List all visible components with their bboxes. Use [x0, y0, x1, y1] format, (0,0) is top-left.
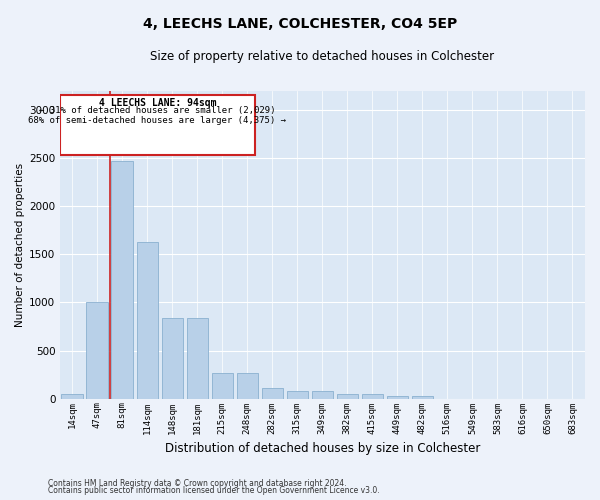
Bar — [262, 388, 283, 398]
Bar — [212, 372, 233, 398]
Text: 68% of semi-detached houses are larger (4,375) →: 68% of semi-detached houses are larger (… — [28, 116, 286, 124]
Bar — [187, 318, 208, 398]
Bar — [137, 242, 158, 398]
Bar — [412, 396, 433, 398]
FancyBboxPatch shape — [60, 96, 255, 155]
Bar — [387, 396, 408, 398]
Title: Size of property relative to detached houses in Colchester: Size of property relative to detached ho… — [150, 50, 494, 63]
Bar — [61, 394, 83, 398]
Bar — [362, 394, 383, 398]
Text: Contains HM Land Registry data © Crown copyright and database right 2024.: Contains HM Land Registry data © Crown c… — [48, 478, 347, 488]
Bar — [236, 372, 258, 398]
Y-axis label: Number of detached properties: Number of detached properties — [15, 162, 25, 326]
Bar — [112, 161, 133, 398]
Text: 4, LEECHS LANE, COLCHESTER, CO4 5EP: 4, LEECHS LANE, COLCHESTER, CO4 5EP — [143, 18, 457, 32]
Text: Contains public sector information licensed under the Open Government Licence v3: Contains public sector information licen… — [48, 486, 380, 495]
X-axis label: Distribution of detached houses by size in Colchester: Distribution of detached houses by size … — [164, 442, 480, 455]
Bar — [311, 392, 333, 398]
Text: ← 31% of detached houses are smaller (2,029): ← 31% of detached houses are smaller (2,… — [39, 106, 275, 115]
Bar — [287, 392, 308, 398]
Bar — [337, 394, 358, 398]
Bar — [86, 302, 108, 398]
Text: 4 LEECHS LANE: 94sqm: 4 LEECHS LANE: 94sqm — [98, 98, 216, 108]
Bar — [161, 318, 183, 398]
